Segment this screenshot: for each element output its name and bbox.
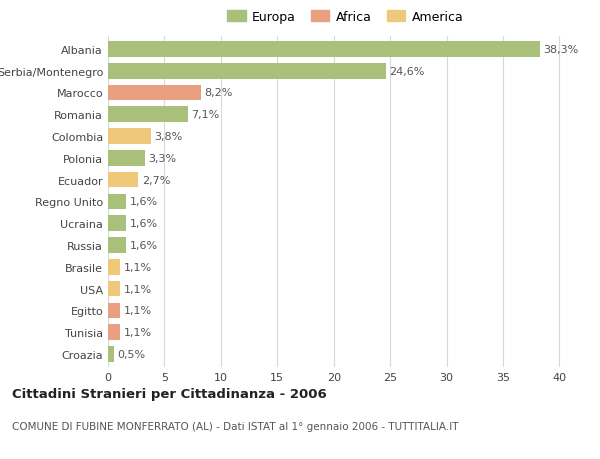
Bar <box>108 194 126 210</box>
Bar <box>108 64 386 79</box>
Bar <box>108 42 540 57</box>
Bar <box>108 216 126 231</box>
Bar <box>108 85 200 101</box>
Legend: Europa, Africa, America: Europa, Africa, America <box>227 11 463 24</box>
Text: 1,1%: 1,1% <box>124 262 152 272</box>
Text: 3,3%: 3,3% <box>149 153 177 163</box>
Bar <box>108 347 113 362</box>
Bar <box>108 259 121 275</box>
Text: 0,5%: 0,5% <box>117 349 145 359</box>
Bar <box>108 151 145 166</box>
Text: 24,6%: 24,6% <box>389 67 424 77</box>
Bar <box>108 173 139 188</box>
Text: 1,1%: 1,1% <box>124 306 152 316</box>
Text: 3,8%: 3,8% <box>154 132 182 142</box>
Text: 1,6%: 1,6% <box>130 218 158 229</box>
Bar <box>108 238 126 253</box>
Text: 1,6%: 1,6% <box>130 197 158 207</box>
Bar <box>108 107 188 123</box>
Bar <box>108 303 121 319</box>
Text: COMUNE DI FUBINE MONFERRATO (AL) - Dati ISTAT al 1° gennaio 2006 - TUTTITALIA.IT: COMUNE DI FUBINE MONFERRATO (AL) - Dati … <box>12 421 458 431</box>
Text: 1,6%: 1,6% <box>130 241 158 251</box>
Text: 1,1%: 1,1% <box>124 284 152 294</box>
Text: 1,1%: 1,1% <box>124 327 152 337</box>
Bar <box>108 129 151 145</box>
Text: 38,3%: 38,3% <box>544 45 579 55</box>
Text: Cittadini Stranieri per Cittadinanza - 2006: Cittadini Stranieri per Cittadinanza - 2… <box>12 387 327 400</box>
Text: 2,7%: 2,7% <box>142 175 170 185</box>
Bar <box>108 281 121 297</box>
Text: 7,1%: 7,1% <box>191 110 220 120</box>
Text: 8,2%: 8,2% <box>204 88 232 98</box>
Bar <box>108 325 121 340</box>
